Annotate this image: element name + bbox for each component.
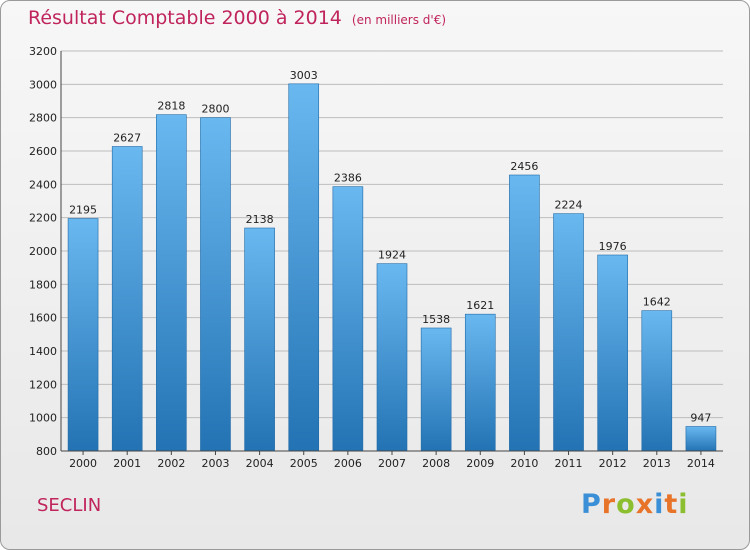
x-tick-label: 2011 bbox=[555, 457, 583, 470]
bar bbox=[685, 426, 717, 452]
logo-letter: i bbox=[678, 489, 689, 520]
data-label: 1976 bbox=[599, 240, 627, 253]
data-label: 2195 bbox=[69, 204, 97, 217]
bar bbox=[200, 117, 231, 452]
data-label: 2386 bbox=[334, 172, 362, 185]
data-label: 3003 bbox=[290, 69, 318, 82]
x-tick-label: 2002 bbox=[157, 457, 185, 470]
bar bbox=[244, 227, 275, 452]
bar bbox=[67, 218, 99, 452]
x-tick-label: 2006 bbox=[334, 457, 362, 470]
title-unit: (en milliers d'€) bbox=[351, 13, 447, 27]
y-tick-label: 2600 bbox=[29, 145, 57, 158]
chart-title: Résultat Comptable 2000 à 2014 (en millie… bbox=[28, 7, 446, 29]
proxiti-logo: Proxiti bbox=[581, 489, 689, 520]
x-tick-label: 2013 bbox=[643, 457, 671, 470]
title-main: Résultat Comptable 2000 à 2014 bbox=[28, 7, 342, 29]
bar bbox=[376, 263, 408, 452]
data-label: 1642 bbox=[643, 296, 671, 309]
x-tick-label: 2003 bbox=[201, 457, 229, 470]
x-axis: 2000 2001 2002 2003 2004 2005 2006 2007 2008 2009… bbox=[61, 450, 723, 470]
y-tick-label: 1000 bbox=[29, 412, 57, 425]
logo-letter: i bbox=[654, 489, 665, 520]
bar bbox=[553, 213, 584, 452]
data-label: 2224 bbox=[555, 199, 583, 212]
data-label: 2456 bbox=[510, 160, 538, 173]
y-tick-label: 3200 bbox=[29, 45, 57, 58]
bar bbox=[509, 174, 540, 452]
data-label: 1924 bbox=[378, 249, 406, 262]
y-tick-label: 1600 bbox=[29, 312, 57, 325]
x-tick-label: 2010 bbox=[510, 457, 538, 470]
x-tick-label: 2012 bbox=[599, 457, 627, 470]
bar bbox=[332, 186, 364, 452]
y-tick-label: 2800 bbox=[29, 112, 57, 125]
y-axis: 800 1000 1200 1400 1600 1800 2000 2200 2400 2600 2… bbox=[29, 45, 62, 458]
data-label: 2818 bbox=[157, 100, 185, 113]
logo-letter: r bbox=[601, 489, 617, 520]
y-tick-label: 2400 bbox=[29, 178, 57, 191]
bar bbox=[464, 313, 496, 452]
bar bbox=[641, 310, 673, 452]
bar bbox=[420, 327, 452, 452]
bar bbox=[156, 114, 187, 452]
data-label: 2138 bbox=[246, 213, 274, 226]
y-tick-label: 2000 bbox=[29, 245, 57, 258]
data-label: 947 bbox=[690, 412, 711, 425]
logo-letter: x bbox=[635, 489, 655, 520]
bars bbox=[67, 83, 717, 452]
bar bbox=[288, 83, 320, 452]
data-labels: 2195 2627 2818 2800 2138 3003 2386 1924 1538 1621… bbox=[69, 69, 711, 425]
x-tick-label: 2005 bbox=[290, 457, 318, 470]
data-label: 1538 bbox=[422, 313, 450, 326]
y-tick-label: 1200 bbox=[29, 378, 57, 391]
x-tick-label: 2008 bbox=[422, 457, 450, 470]
logo-letter: P bbox=[581, 489, 602, 520]
city-name: SECLIN bbox=[37, 495, 102, 516]
y-tick-label: 800 bbox=[36, 445, 57, 458]
x-tick-label: 2007 bbox=[378, 457, 406, 470]
data-label: 2627 bbox=[113, 132, 141, 145]
logo-letter: t bbox=[664, 489, 679, 520]
y-tick-label: 1800 bbox=[29, 278, 57, 291]
y-tick-label: 1400 bbox=[29, 345, 57, 358]
y-tick-label: 3000 bbox=[29, 78, 57, 91]
bar bbox=[111, 146, 143, 452]
x-tick-label: 2000 bbox=[69, 457, 97, 470]
data-label: 1621 bbox=[466, 299, 494, 312]
y-tick-label: 2200 bbox=[29, 212, 57, 225]
x-tick-label: 2004 bbox=[246, 457, 274, 470]
data-label: 2800 bbox=[201, 103, 229, 116]
x-tick-label: 2014 bbox=[687, 457, 715, 470]
logo-letter: o bbox=[616, 489, 636, 520]
x-tick-label: 2009 bbox=[466, 457, 494, 470]
x-tick-label: 2001 bbox=[113, 457, 141, 470]
bar bbox=[597, 254, 628, 452]
